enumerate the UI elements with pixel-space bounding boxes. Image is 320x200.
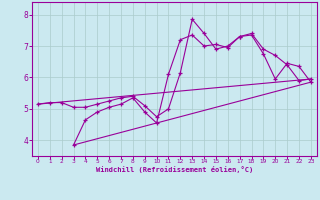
X-axis label: Windchill (Refroidissement éolien,°C): Windchill (Refroidissement éolien,°C) xyxy=(96,166,253,173)
